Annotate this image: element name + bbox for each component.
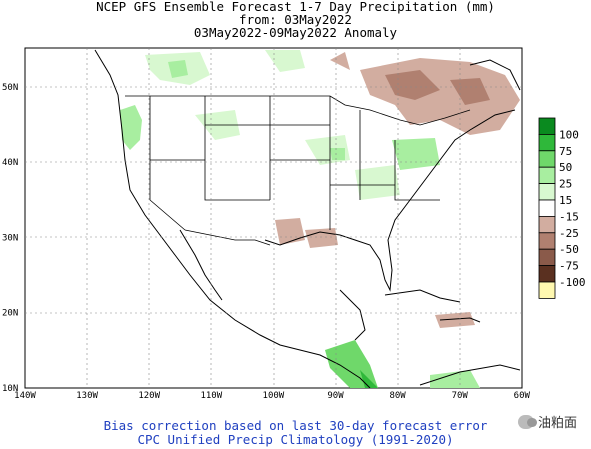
lat-tick-label: 50N bbox=[2, 83, 18, 93]
watermark: 油粕面 bbox=[517, 412, 577, 431]
legend-label: 15 bbox=[559, 194, 572, 207]
legend-swatch bbox=[538, 183, 556, 201]
coast-west bbox=[94, 49, 371, 389]
shade-bc2 bbox=[168, 60, 188, 78]
title-line-1: NCEP GFS Ensemble Forecast 1-7 Day Preci… bbox=[96, 0, 495, 14]
legend-label: -15 bbox=[559, 210, 579, 223]
lon-tick-label: 60W bbox=[514, 391, 531, 401]
watermark-text: 油粕面 bbox=[537, 416, 577, 431]
shade-north bbox=[265, 50, 305, 72]
shade-texas bbox=[275, 218, 305, 245]
border-states bbox=[149, 96, 440, 231]
legend-swatch bbox=[538, 166, 556, 184]
footer-line-1: Bias correction based on last 30-day for… bbox=[103, 418, 488, 433]
coastlines bbox=[94, 49, 521, 389]
shade-quebec2 bbox=[385, 70, 440, 100]
border-canada bbox=[125, 95, 471, 126]
shade-carib bbox=[435, 312, 475, 328]
legend-swatch bbox=[538, 248, 556, 266]
coast-cuba bbox=[384, 289, 461, 303]
legend-swatch bbox=[538, 232, 556, 250]
footer-line-2: CPC Unified Precip Climatology (1991-202… bbox=[137, 432, 454, 447]
legend-label: 100 bbox=[559, 128, 579, 141]
latitude-tick-labels: 10N 20N 30N 40N 50N bbox=[2, 83, 18, 394]
legend-swatch bbox=[538, 117, 556, 135]
legend-swatch bbox=[538, 215, 556, 234]
lon-tick-label: 130W bbox=[76, 391, 98, 401]
shade-mw2 bbox=[330, 148, 345, 160]
legend-swatch bbox=[538, 133, 556, 152]
coast-baja bbox=[179, 229, 223, 301]
legend-swatch bbox=[538, 150, 556, 168]
legend-label: 50 bbox=[559, 161, 572, 174]
chat-bubble-icon bbox=[517, 414, 537, 429]
lon-tick-label: 110W bbox=[200, 391, 222, 401]
lat-tick-label: 10N bbox=[2, 384, 18, 394]
legend-swatch bbox=[538, 281, 556, 299]
coast-yucatan bbox=[339, 289, 366, 341]
title-line-3: 03May2022-09May2022 Anomaly bbox=[193, 25, 398, 40]
legend-label: -100 bbox=[559, 276, 586, 289]
lon-tick-label: 120W bbox=[138, 391, 160, 401]
lat-tick-label: 30N bbox=[2, 233, 18, 243]
lat-tick-label: 40N bbox=[2, 158, 18, 168]
lat-tick-label: 20N bbox=[2, 309, 18, 319]
lon-tick-label: 70W bbox=[452, 391, 469, 401]
shade-sa bbox=[430, 370, 480, 388]
title-line-2: from: 03May2022 bbox=[239, 12, 352, 27]
colorbar-legend: 100 75 50 25 15 -15 -25 -50 -75 -100 bbox=[538, 117, 586, 299]
anomaly-shading bbox=[120, 50, 520, 388]
legend-swatch bbox=[538, 265, 556, 283]
shade-brown-n bbox=[330, 52, 350, 70]
lon-tick-label: 100W bbox=[263, 391, 285, 401]
coast-sa bbox=[419, 364, 521, 386]
shade-ca2 bbox=[360, 370, 378, 388]
legend-label: -50 bbox=[559, 243, 579, 256]
legend-label: -25 bbox=[559, 227, 579, 240]
shade-east bbox=[392, 138, 440, 170]
coast-gulf-east bbox=[264, 109, 516, 292]
graticule bbox=[25, 48, 522, 388]
lon-tick-label: 80W bbox=[389, 391, 406, 401]
lon-tick-label: 90W bbox=[327, 391, 344, 401]
legend-label: 25 bbox=[559, 178, 572, 191]
lon-tick-label: 140W bbox=[14, 391, 36, 401]
shade-se bbox=[355, 165, 400, 200]
borders bbox=[125, 95, 471, 246]
border-mexico bbox=[184, 229, 271, 246]
coast-labrador bbox=[469, 59, 521, 91]
legend-label: -75 bbox=[559, 260, 579, 273]
coast-hispaniola bbox=[439, 317, 481, 323]
shade-gulf bbox=[305, 228, 338, 248]
shade-pnw bbox=[120, 105, 142, 150]
legend-label: 75 bbox=[559, 145, 572, 158]
legend-swatch bbox=[538, 199, 556, 217]
longitude-tick-labels: 140W 130W 120W 110W 100W 90W 80W 70W 60W bbox=[14, 391, 530, 401]
